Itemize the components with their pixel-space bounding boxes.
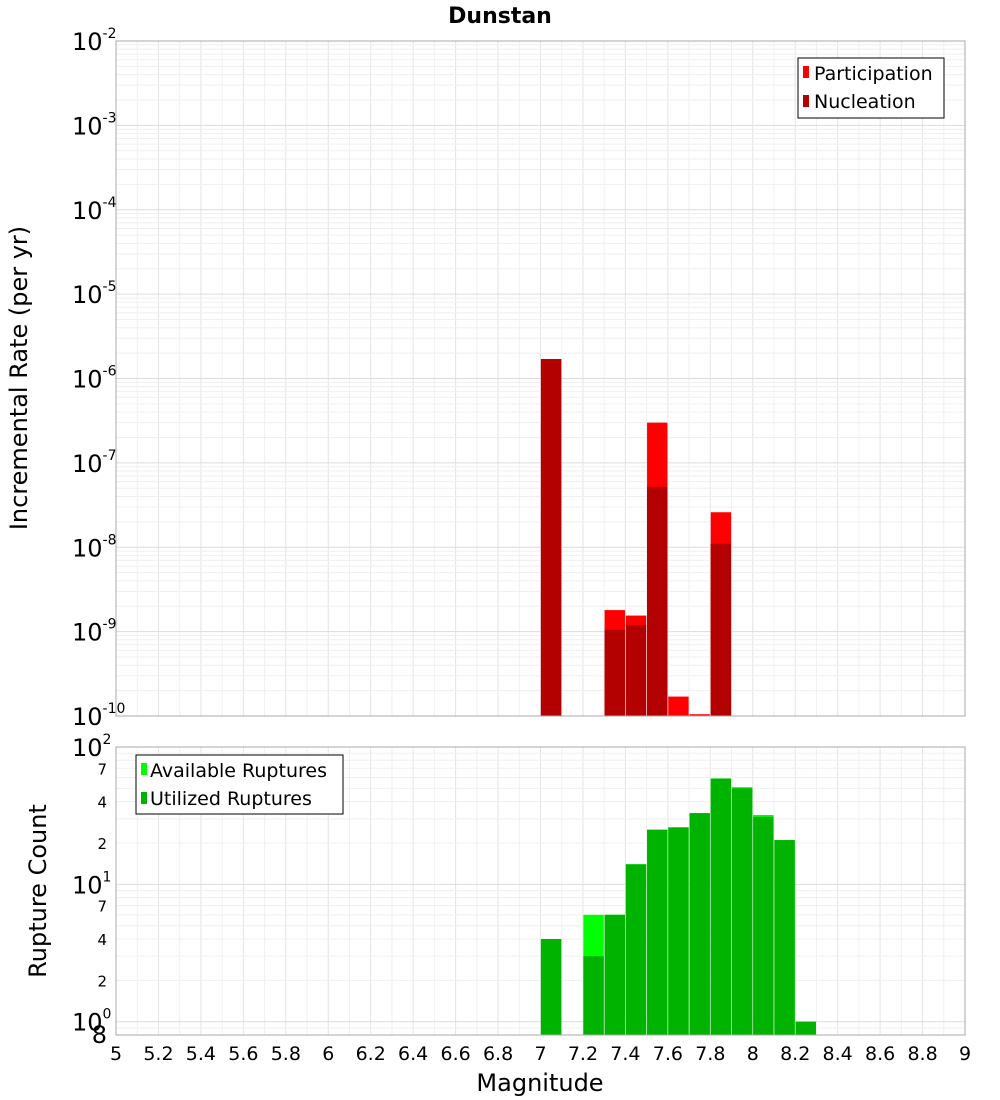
x-tick-label: 5.4 xyxy=(186,1043,216,1065)
legend-swatch-participation xyxy=(803,66,809,78)
bottom-bar-s2 xyxy=(604,914,625,1035)
bottom-bar-s2 xyxy=(668,827,689,1035)
x-tick-label: 6.2 xyxy=(356,1043,386,1065)
bottom-bar-s2 xyxy=(731,788,753,1035)
top-y-tick-label: 10-8 xyxy=(72,532,117,562)
x-tick-label: 8.6 xyxy=(865,1043,895,1065)
x-tick-label: 7.6 xyxy=(653,1043,683,1065)
top-bar-s1 xyxy=(689,714,710,716)
bottom-bar-s2 xyxy=(625,864,647,1035)
x-tick-label: 5.2 xyxy=(143,1043,173,1065)
x-tick-labels: 5 5.2 5.4 5.6 5.8 6 6.2 6.4 6.6 6.8 7 7.2 7.4 7.6 7.8 8… xyxy=(110,1043,971,1065)
bottom-y-minor-label: 7 xyxy=(97,760,107,778)
bottom-plot-frame xyxy=(115,746,966,1036)
x-tick-label: 7 xyxy=(534,1043,546,1065)
bottom-y-axis-label: Rupture Count xyxy=(24,804,52,978)
top-y-tick-label: 10-10 xyxy=(72,701,125,731)
top-y-tick-labels: 10-10 10-9 10-8 10-7 10-6 10-5 10-4 10-3 10-2 xyxy=(72,26,125,731)
top-plot-frame xyxy=(115,40,966,717)
top-grid xyxy=(115,40,966,717)
x-tick-label: 7.8 xyxy=(695,1043,725,1065)
x-tick-label: 8.2 xyxy=(780,1043,810,1065)
x-tick-label: 5 xyxy=(110,1043,122,1065)
legend-swatch-utilized xyxy=(141,792,147,804)
bottom-y-minor-label: 7 xyxy=(97,898,107,916)
top-bar-s2 xyxy=(625,624,647,716)
bottom-bar-s2 xyxy=(774,840,795,1035)
legend-label-participation: Participation xyxy=(814,63,933,85)
top-bar-s2 xyxy=(647,486,668,716)
bottom-y-minor-label: 4 xyxy=(97,794,107,812)
bottom-bar-s2 xyxy=(689,813,710,1035)
bottom-y-minor-label: 2 xyxy=(97,972,107,990)
bottom-legend-box xyxy=(135,754,344,815)
top-legend-box xyxy=(797,57,945,119)
x-tick-label: 6.6 xyxy=(440,1043,470,1065)
bottom-y-tick-labels: 100 101 102 8 2 4 7 2 4 7 xyxy=(72,732,111,1049)
bottom-bar-s2 xyxy=(647,829,668,1035)
top-y-axis-label: Incremental Rate (per yr) xyxy=(5,226,33,530)
x-tick-label: 6.4 xyxy=(398,1043,428,1065)
top-bar-s2 xyxy=(604,629,625,716)
legend-label-nucleation: Nucleation xyxy=(814,91,916,113)
x-tick-label: 8.8 xyxy=(907,1043,937,1065)
bottom-bar-s2 xyxy=(583,956,604,1035)
top-y-tick-label: 10-9 xyxy=(72,617,117,647)
bottom-y-tick-label: 101 xyxy=(72,869,111,899)
bottom-bar-s2 xyxy=(753,816,774,1035)
x-tick-label: 7.4 xyxy=(610,1043,640,1065)
top-legend: Participation Nucleation xyxy=(797,57,945,119)
bottom-y-minor-label: 2 xyxy=(97,835,107,853)
bottom-y-tick-label: 102 xyxy=(72,732,111,762)
top-panel: 10-10 10-9 10-8 10-7 10-6 10-5 10-4 10-3 10-2 In… xyxy=(5,26,966,731)
x-tick-label: 9 xyxy=(959,1043,971,1065)
top-bar-s2 xyxy=(540,359,562,716)
bottom-y-minor-label: 4 xyxy=(97,931,107,949)
bottom-legend: Available Ruptures Utilized Ruptures xyxy=(135,754,344,815)
legend-swatch-available xyxy=(141,763,147,775)
top-y-tick-label: 10-3 xyxy=(72,110,117,140)
legend-swatch-nucleation xyxy=(803,95,809,107)
x-tick-label: 8 xyxy=(747,1043,759,1065)
x-tick-label: 6.8 xyxy=(483,1043,513,1065)
bottom-bar-s2 xyxy=(710,778,732,1035)
x-tick-label: 8.4 xyxy=(823,1043,853,1065)
x-axis-label: Magnitude xyxy=(476,1069,603,1097)
top-y-tick-label: 10-2 xyxy=(72,26,117,56)
bottom-panel: 100 101 102 8 2 4 7 2 4 7 5 5.2 5.4 5.6 5.8 6 6.2 6.4 6.6… xyxy=(24,732,971,1097)
chart-title: Dunstan xyxy=(448,4,552,29)
bottom-y-minor-label: 8 xyxy=(92,1021,107,1049)
top-y-tick-label: 10-6 xyxy=(72,364,117,394)
bottom-bars xyxy=(540,778,817,1035)
top-bar-s1 xyxy=(668,696,689,716)
top-bar-s2 xyxy=(710,543,732,716)
x-tick-label: 5.8 xyxy=(271,1043,301,1065)
bottom-y-tick-label: 100 xyxy=(72,1007,111,1037)
top-bars xyxy=(540,359,732,716)
top-y-tick-label: 10-4 xyxy=(72,195,117,225)
x-tick-label: 7.2 xyxy=(568,1043,598,1065)
top-y-tick-label: 10-7 xyxy=(72,448,117,478)
bottom-bar-s2 xyxy=(795,1021,817,1035)
x-tick-label: 5.6 xyxy=(228,1043,258,1065)
legend-label-available: Available Ruptures xyxy=(150,760,327,782)
top-y-tick-label: 10-5 xyxy=(72,279,117,309)
bottom-bar-s2 xyxy=(540,939,562,1035)
x-tick-label: 6 xyxy=(322,1043,334,1065)
legend-label-utilized: Utilized Ruptures xyxy=(150,788,312,810)
